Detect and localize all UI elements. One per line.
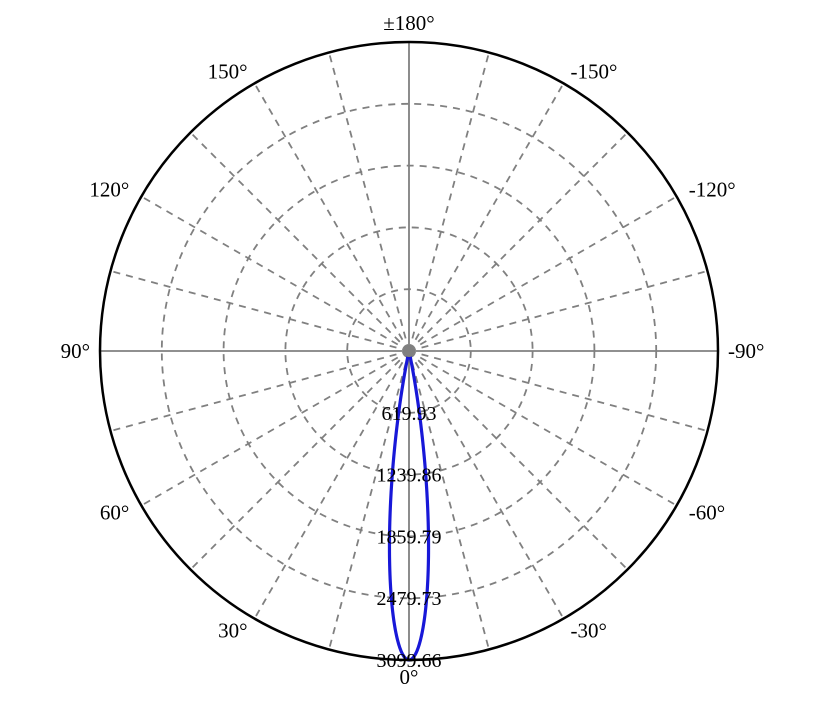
angle-label: -120° [689,178,736,202]
angle-label: 150° [208,59,248,83]
center-dot [403,345,415,357]
angle-label: 30° [218,619,247,643]
radial-label: 1239.86 [377,465,442,487]
angle-label: -90° [728,339,764,363]
angle-label: 90° [61,339,90,363]
angle-label: ±180° [383,11,434,35]
angle-label: 60° [100,501,129,525]
radial-label: 619.93 [382,403,437,425]
angle-label: 120° [89,178,129,202]
chart-svg: 0°30°60°90°120°150°±180°-150°-120°-90°-6… [0,0,818,703]
radial-label: 2479.73 [377,588,442,610]
angle-label: -150° [571,59,618,83]
radial-label: 3099.66 [377,650,442,672]
radial-label: 1859.79 [377,526,442,548]
polar-chart: 0°30°60°90°120°150°±180°-150°-120°-90°-6… [0,0,818,703]
angle-label: -30° [571,619,607,643]
angle-label: -60° [689,501,725,525]
